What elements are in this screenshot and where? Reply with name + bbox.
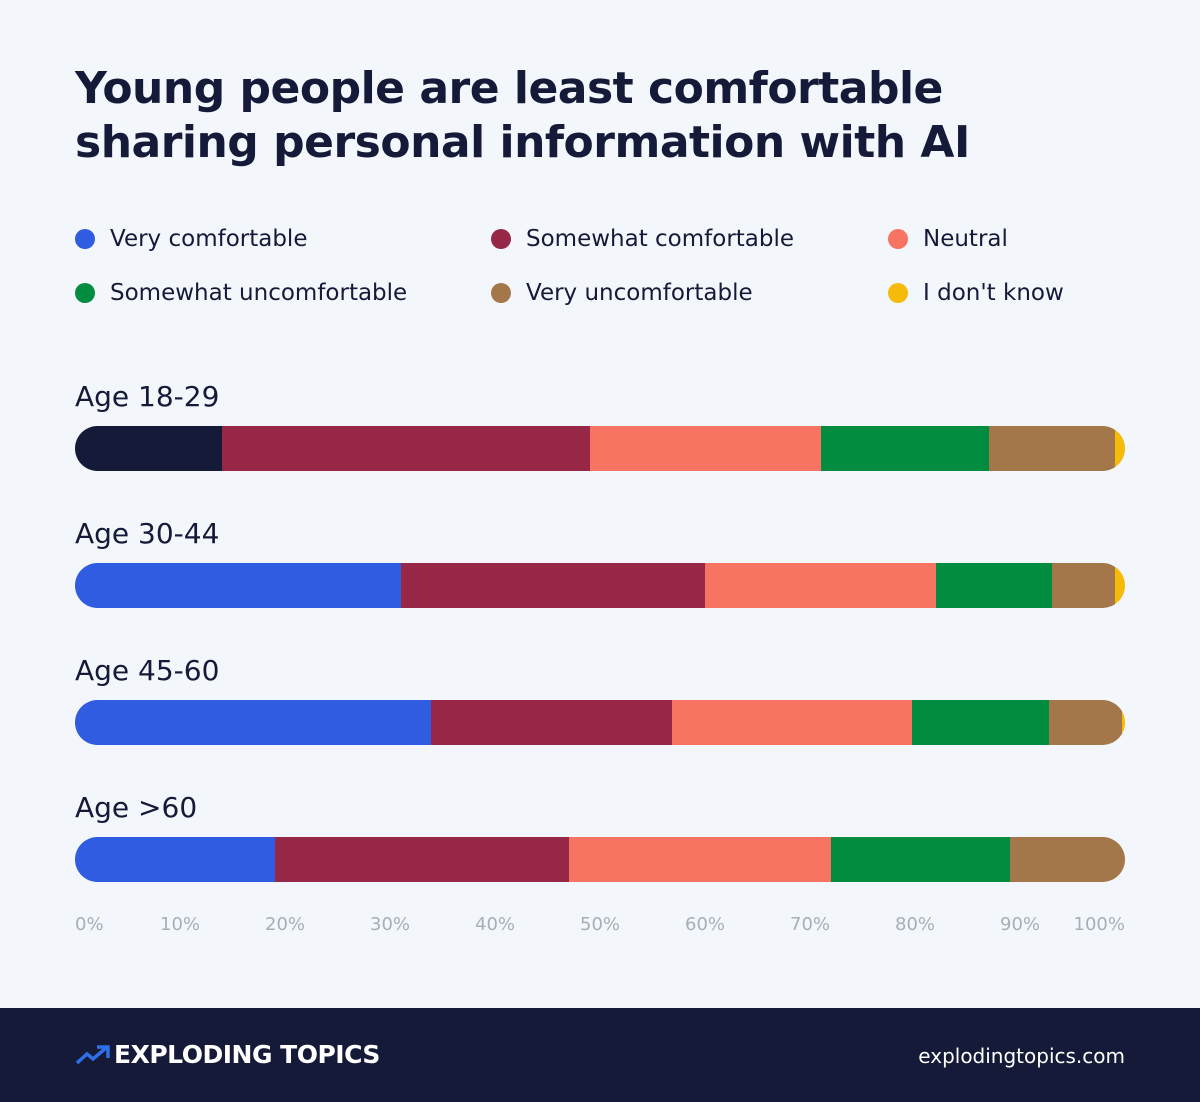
bar-segment-i-don-t-know [1121, 700, 1125, 745]
chart-title: Young people are least comfortable shari… [75, 63, 970, 168]
x-tick-label: 10% [159, 914, 201, 935]
legend-item-somewhat-uncomfortable: Somewhat uncomfortable [75, 280, 491, 306]
trending-up-arrow-icon [75, 1044, 110, 1064]
bar-segment-somewhat-uncomfortable [912, 700, 1049, 745]
legend-dot-icon [888, 229, 908, 249]
site-url[interactable]: explodingtopics.com [918, 1044, 1125, 1068]
bar-segment-neutral [671, 700, 913, 745]
legend-label: Somewhat uncomfortable [110, 280, 408, 306]
bar-segment-i-don-t-know [1114, 426, 1125, 471]
bar-age-60 [75, 837, 1125, 882]
bar-segment-very-comfortable [75, 700, 431, 745]
bar-segment-neutral [568, 837, 831, 882]
x-tick-label: 90% [999, 914, 1041, 935]
x-tick-label: 70% [789, 914, 831, 935]
row-label-age-18-29: Age 18-29 [75, 380, 220, 413]
legend-dot-icon [888, 283, 908, 303]
bar-segment-very-uncomfortable [1048, 700, 1122, 745]
legend-label: Neutral [923, 226, 1008, 252]
x-tick-label: 30% [369, 914, 411, 935]
legend-label: I don't know [923, 280, 1064, 306]
bar-segment-somewhat-comfortable [430, 700, 672, 745]
bar-age-30-44 [75, 563, 1125, 608]
legend: Very comfortable Somewhat comfortable Neut… [75, 226, 1125, 306]
bar-segment-neutral [589, 426, 821, 471]
legend-label: Very uncomfortable [526, 280, 753, 306]
legend-item-neutral: Neutral [888, 226, 1125, 252]
x-tick-label: 20% [264, 914, 306, 935]
row-label-age-30-44: Age 30-44 [75, 517, 220, 550]
bar-segment-very-uncomfortable [988, 426, 1115, 471]
bar-age-18-29 [75, 426, 1125, 471]
legend-dot-icon [75, 283, 95, 303]
x-axis-ticks: 0% 10% 20% 30% 40% 50% 60% 70% 80% 90% 100% [75, 914, 1125, 938]
x-tick-label: 80% [894, 914, 936, 935]
legend-label: Somewhat comfortable [526, 226, 795, 252]
bar-segment-very-comfortable [75, 426, 222, 471]
legend-dot-icon [75, 229, 95, 249]
legend-item-somewhat-comfortable: Somewhat comfortable [491, 226, 888, 252]
footer: EXPLODING TOPICS explodingtopics.com [0, 1008, 1200, 1102]
row-label-age-60: Age >60 [75, 791, 198, 824]
brand-name: EXPLODING TOPICS [114, 1040, 380, 1069]
legend-item-very-comfortable: Very comfortable [75, 226, 491, 252]
x-tick-label: 50% [579, 914, 621, 935]
bar-segment-somewhat-uncomfortable [936, 563, 1052, 608]
bar-age-45-60 [75, 700, 1125, 745]
x-tick-label: 40% [474, 914, 516, 935]
legend-item-i-don-t-know: I don't know [888, 280, 1125, 306]
legend-label: Very comfortable [110, 226, 308, 252]
bar-segment-very-uncomfortable [1009, 837, 1125, 882]
legend-dot-icon [491, 283, 511, 303]
bar-segment-very-comfortable [75, 837, 275, 882]
legend-dot-icon [491, 229, 511, 249]
x-tick-label: 60% [684, 914, 726, 935]
row-label-age-45-60: Age 45-60 [75, 654, 220, 687]
bar-segment-somewhat-comfortable [222, 426, 590, 471]
bar-segment-somewhat-uncomfortable [820, 426, 989, 471]
x-tick-label: 0% [75, 914, 104, 935]
bar-segment-somewhat-comfortable [274, 837, 569, 882]
bar-segment-i-don-t-know [1114, 563, 1125, 608]
bar-segment-very-uncomfortable [1051, 563, 1115, 608]
brand-logo[interactable]: EXPLODING TOPICS [75, 1040, 380, 1069]
bar-segment-neutral [705, 563, 936, 608]
bar-segment-very-comfortable [75, 563, 401, 608]
bar-segment-somewhat-uncomfortable [831, 837, 1010, 882]
x-tick-label: 100% [1073, 914, 1125, 935]
bar-segment-somewhat-comfortable [400, 563, 705, 608]
legend-item-very-uncomfortable: Very uncomfortable [491, 280, 888, 306]
